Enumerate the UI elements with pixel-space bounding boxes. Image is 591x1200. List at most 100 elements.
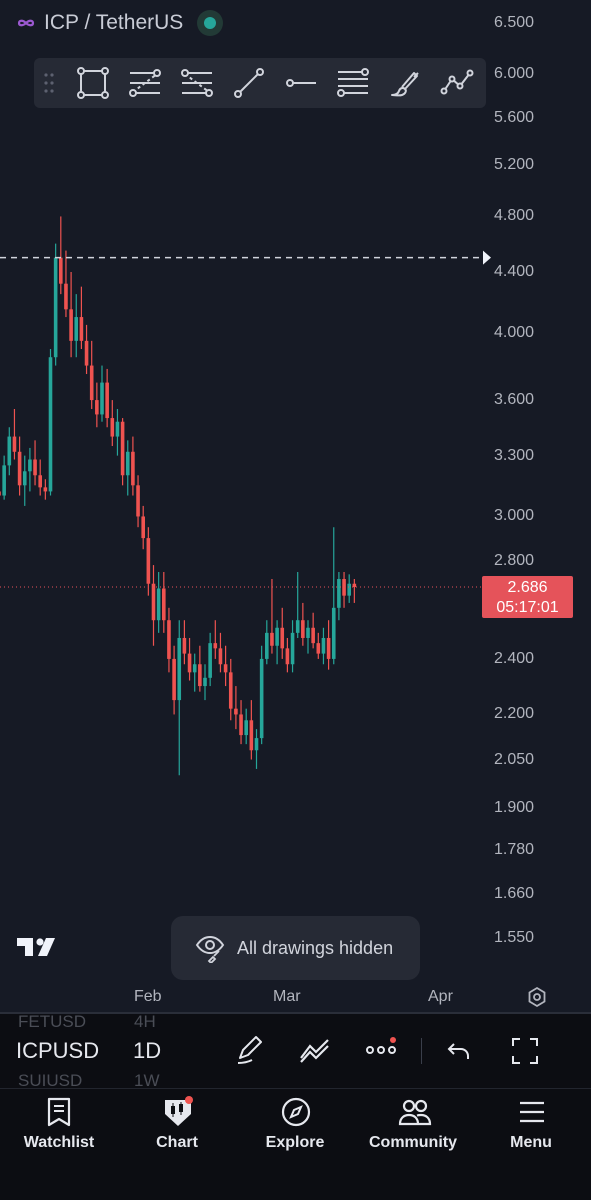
- candle: [69, 271, 73, 358]
- nav-menu[interactable]: Menu: [472, 1088, 590, 1200]
- drawings-hidden-toast: All drawings hidden: [171, 916, 420, 980]
- candle: [198, 645, 202, 692]
- drawing-toolbar[interactable]: [34, 58, 486, 108]
- candle: [337, 572, 341, 621]
- path-icon[interactable]: [440, 67, 474, 99]
- candle: [331, 527, 336, 665]
- candle: [12, 409, 17, 460]
- candle: [105, 368, 109, 428]
- watchlist-icon: [47, 1097, 71, 1127]
- price-tick-label: 4.400: [494, 262, 535, 280]
- candle: [151, 565, 156, 646]
- tradingview-logo[interactable]: [15, 935, 59, 959]
- symbol-toolbar[interactable]: [0, 1012, 591, 1088]
- candle: [275, 620, 279, 665]
- nav-watchlist[interactable]: Watchlist: [0, 1088, 118, 1200]
- symbol-selector[interactable]: ICPUSD: [16, 1038, 100, 1063]
- fib-retracement-icon[interactable]: [128, 67, 162, 99]
- market-status-icon: [197, 10, 224, 36]
- candle: [22, 455, 27, 506]
- candle: [290, 620, 295, 673]
- candle: [326, 620, 331, 670]
- candle: [95, 382, 99, 428]
- candle: [64, 250, 68, 318]
- candle: [213, 620, 218, 659]
- candle: [33, 440, 37, 486]
- candle: [218, 632, 223, 673]
- nav-label: Chart: [156, 1134, 198, 1151]
- next-timeframe[interactable]: 1W: [134, 1071, 160, 1090]
- prev-timeframe[interactable]: 4H: [134, 1012, 156, 1031]
- rectangle-icon[interactable]: [76, 67, 110, 99]
- price-tick-label: 2.200: [494, 705, 535, 723]
- candle: [306, 620, 310, 654]
- candle: [146, 527, 151, 596]
- candle: [43, 479, 48, 500]
- price-tick-label: 4.000: [494, 323, 535, 341]
- alert-handle-icon[interactable]: [483, 250, 491, 265]
- candle: [59, 216, 63, 295]
- candle: [162, 572, 166, 633]
- price-tick-label: 5.200: [494, 156, 535, 174]
- candle: [249, 700, 254, 760]
- candle: [228, 658, 233, 721]
- drawing-pen-icon[interactable]: [234, 1034, 266, 1066]
- price-tick-label: 1.900: [494, 799, 535, 817]
- price-tick-label: 3.300: [494, 446, 535, 464]
- candle: [265, 620, 269, 665]
- chart-header[interactable]: ICP / TetherUS: [16, 10, 224, 36]
- candle: [131, 436, 135, 496]
- candle: [342, 572, 346, 608]
- candle: [79, 286, 84, 349]
- next-symbol[interactable]: SUIUSD: [18, 1071, 83, 1090]
- price-tick-label: 2.050: [494, 750, 535, 768]
- nav-community[interactable]: Community: [354, 1088, 472, 1200]
- alert-line[interactable]: [0, 250, 491, 265]
- price-chart[interactable]: [0, 0, 591, 1012]
- candle: [0, 491, 1, 496]
- candle: [352, 579, 357, 603]
- indicators-icon[interactable]: [298, 1034, 332, 1066]
- undo-icon[interactable]: [446, 1038, 472, 1064]
- price-tick-label: 2.400: [494, 649, 535, 667]
- candle: [244, 708, 248, 745]
- fib-extension-icon[interactable]: [180, 67, 214, 99]
- candle: [270, 579, 274, 654]
- candle: [167, 607, 171, 673]
- price-tick-label: 4.800: [494, 207, 535, 225]
- candle: [316, 632, 321, 659]
- candle: [110, 400, 115, 447]
- nav-chart[interactable]: Chart: [118, 1088, 236, 1200]
- chart-settings-icon[interactable]: [526, 986, 548, 1008]
- parallel-channel-icon[interactable]: [336, 67, 370, 99]
- candle: [311, 612, 315, 649]
- candle: [53, 243, 58, 366]
- drag-handle-icon[interactable]: [38, 67, 62, 99]
- community-icon: [398, 1099, 432, 1126]
- nav-explore[interactable]: Explore: [236, 1088, 354, 1200]
- price-tick-label: 6.000: [494, 65, 535, 82]
- trend-line-icon[interactable]: [232, 67, 266, 99]
- timeframe-selector[interactable]: 1D: [133, 1038, 162, 1063]
- time-tick-label: Mar: [273, 988, 301, 1005]
- compass-icon: [281, 1097, 311, 1127]
- brush-icon[interactable]: [388, 67, 422, 99]
- time-tick-label: Feb: [134, 988, 162, 1005]
- candle: [17, 436, 22, 496]
- infinity-icon: [17, 19, 35, 27]
- price-tick-label: 6.500: [494, 13, 535, 31]
- nav-label: Explore: [265, 1134, 325, 1151]
- toast-message: All drawings hidden: [237, 937, 394, 958]
- horizontal-ray-icon[interactable]: [284, 67, 318, 99]
- candle: [347, 574, 351, 603]
- prev-symbol[interactable]: FETUSD: [18, 1012, 86, 1031]
- price-tick-label: 1.550: [494, 929, 535, 946]
- candle: [28, 447, 32, 492]
- candle: [38, 459, 42, 496]
- last-price-tag[interactable]: 2.686 05:17:01: [482, 576, 573, 618]
- more-icon[interactable]: [364, 1036, 400, 1064]
- bottom-navigation[interactable]: Watchlist Chart Explore Community Menu: [0, 1088, 591, 1200]
- fullscreen-icon[interactable]: [510, 1036, 540, 1066]
- menu-icon: [520, 1101, 544, 1123]
- price-tick-label: 1.780: [494, 840, 535, 858]
